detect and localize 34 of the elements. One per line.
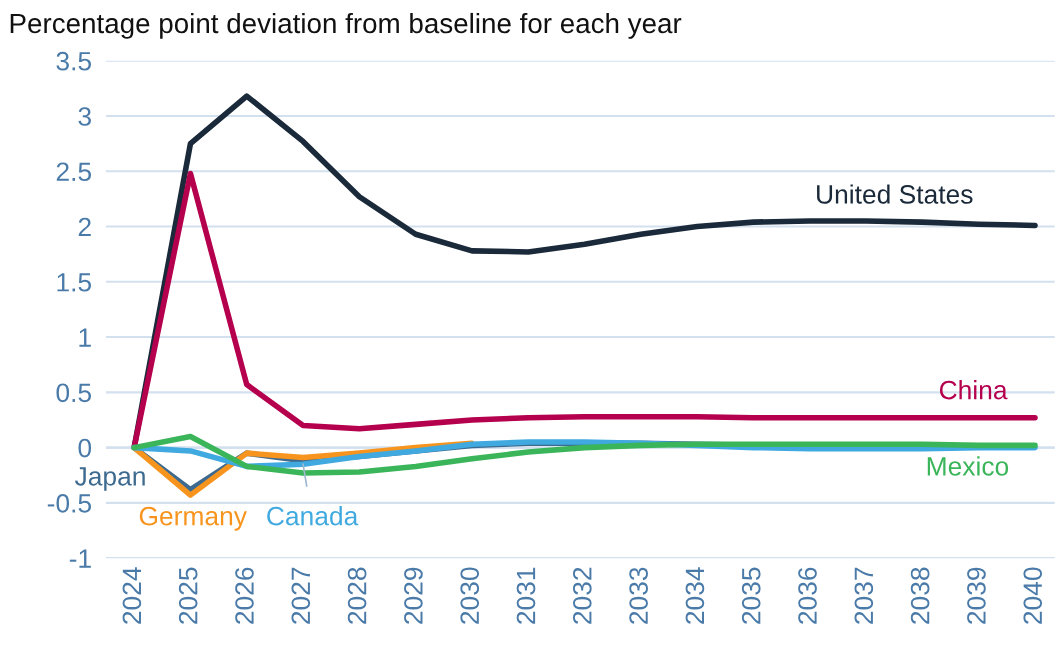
y-tick-label: 1: [79, 328, 91, 347]
x-tick-label: 2034: [685, 567, 705, 624]
y-tick-label: 0.5: [56, 383, 92, 403]
x-tick-label: 2028: [347, 567, 367, 624]
series-label: United States: [817, 184, 973, 204]
x-tick-label: 2035: [741, 567, 761, 624]
x-tick-label: 2036: [798, 567, 817, 624]
chart-title: Percentage point deviation from baseline for each year: [10, 12, 682, 39]
x-tick-label: 2037: [854, 567, 874, 624]
x-tick-label: 2029: [404, 567, 423, 624]
y-tick-label: 2: [78, 217, 91, 237]
x-tick-label: 2033: [629, 567, 648, 624]
x-tick-label: 2040: [1023, 567, 1043, 624]
x-tick-label: 2039: [967, 567, 986, 624]
series-label: Canada: [267, 506, 359, 526]
y-tick-label: -0.5: [47, 494, 92, 513]
x-tick-label: 2026: [235, 567, 254, 624]
y-tick-label: 3: [78, 107, 91, 126]
y-tick-label: 0: [78, 438, 92, 458]
y-tick-label: -1: [69, 549, 91, 568]
y-tick-label: 3.5: [56, 51, 92, 71]
x-tick-label: 2024: [122, 567, 142, 624]
x-tick-label: 2031: [516, 567, 536, 624]
x-tick-label: 2025: [178, 567, 198, 624]
x-tick-label: 2032: [572, 567, 592, 624]
series-label: Japan: [74, 467, 145, 491]
x-tick-label: 2038: [910, 567, 930, 624]
y-tick-label: 1.5: [57, 273, 92, 292]
series-label: Mexico: [927, 456, 1009, 476]
series-label: Germany: [139, 506, 247, 531]
series-label: China: [939, 380, 1008, 400]
x-tick-label: 2027: [291, 567, 311, 624]
y-tick-label: 2.5: [56, 162, 92, 182]
x-tick-label: 2030: [460, 567, 480, 624]
